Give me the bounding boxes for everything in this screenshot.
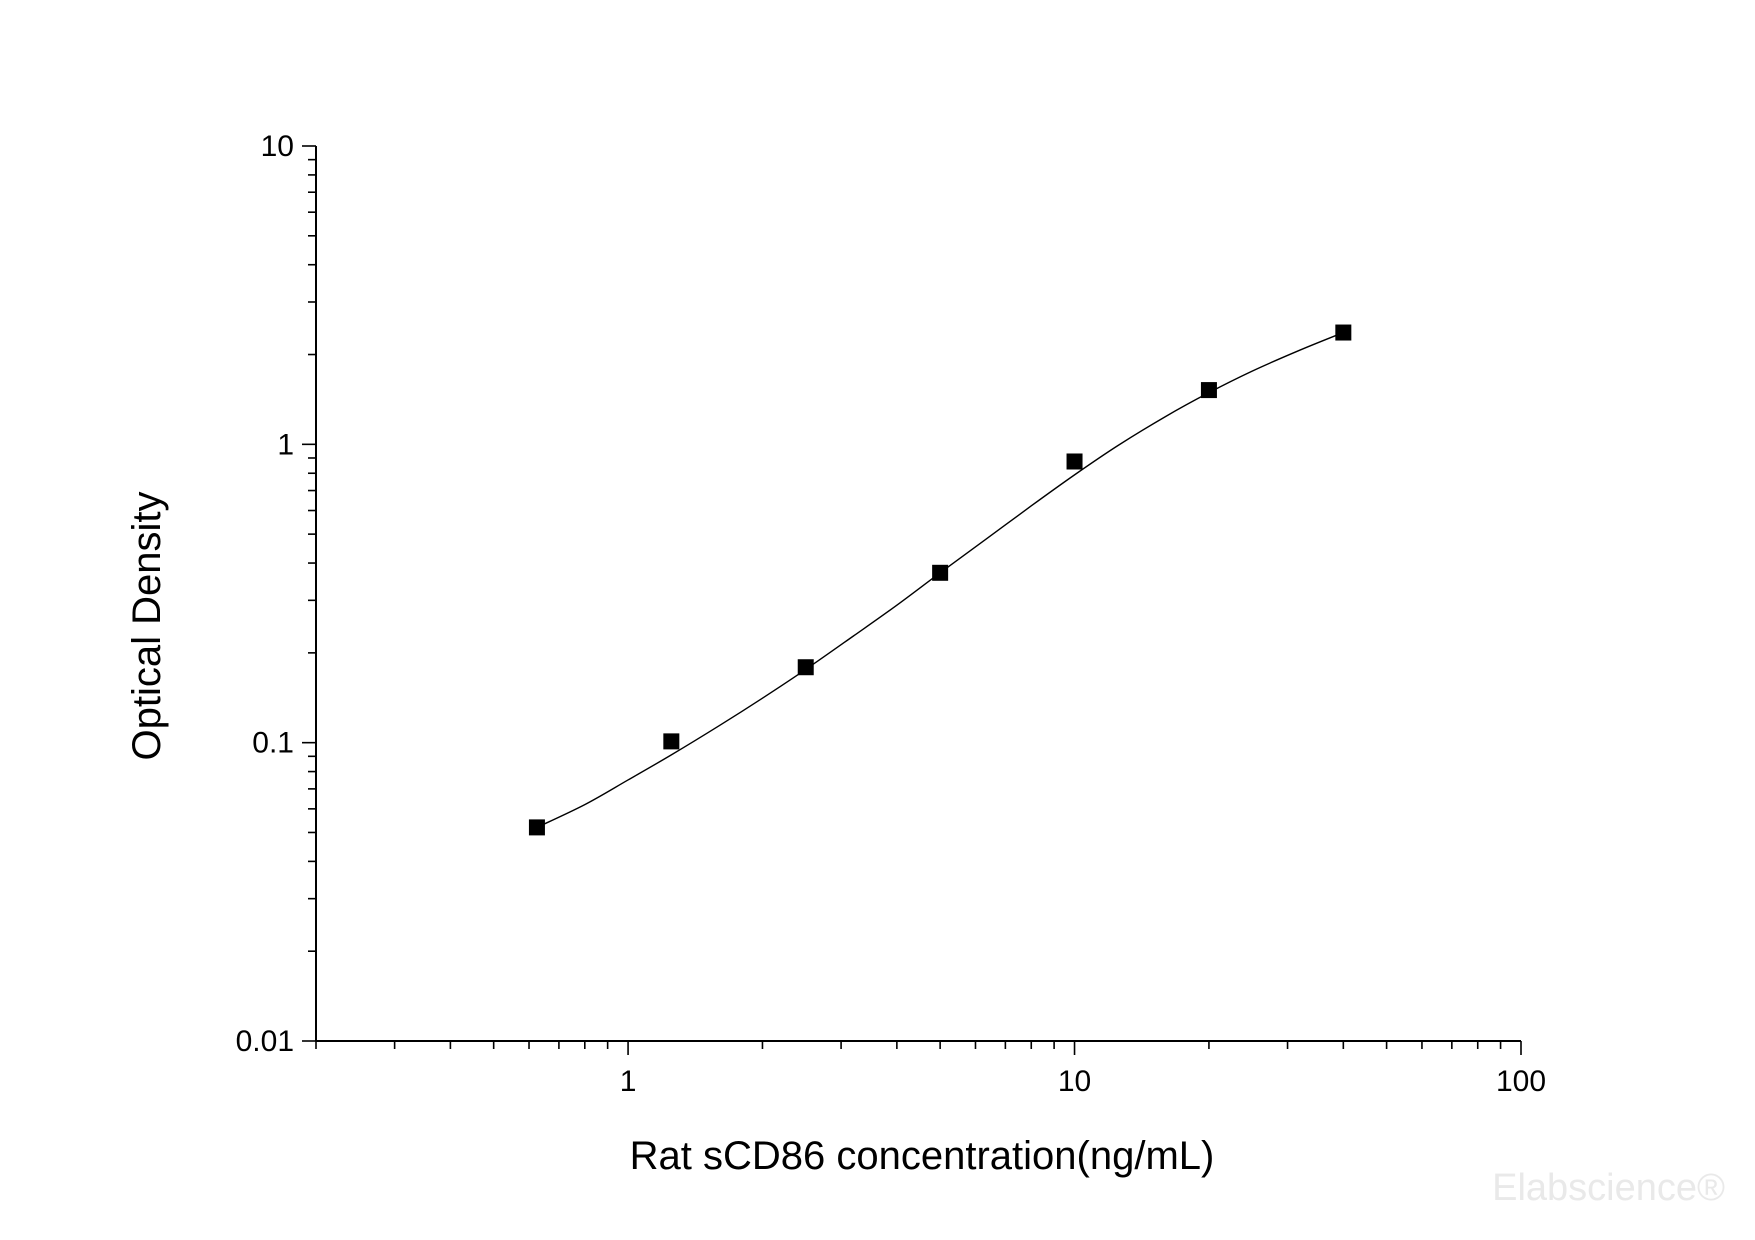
x-axis-title: Rat sCD86 concentration(ng/mL) [630, 1134, 1215, 1178]
data-point [932, 564, 949, 581]
data-points [528, 324, 1352, 836]
data-point [528, 819, 545, 836]
data-point [1335, 324, 1352, 341]
data-point [1066, 453, 1083, 470]
x-tick-label: 100 [1496, 1065, 1546, 1098]
y-axis-title: Optical Density [125, 492, 169, 761]
data-point [1200, 382, 1217, 399]
x-tick-label: 10 [1058, 1065, 1091, 1098]
data-point [663, 733, 680, 750]
y-tick-label: 10 [261, 130, 294, 163]
y-axis-ticks: 0.01 0.1 1 10 [236, 130, 316, 1058]
x-tick-label: 1 [620, 1065, 637, 1098]
watermark-logo: Elabscience® [1492, 1167, 1725, 1209]
axes [315, 146, 1521, 1042]
x-axis-ticks: 1 10 100 [315, 1041, 1546, 1098]
y-tick-label: 0.1 [252, 727, 294, 760]
y-tick-label: 1 [277, 428, 294, 461]
data-point [797, 659, 814, 676]
y-tick-label: 0.01 [236, 1025, 294, 1058]
